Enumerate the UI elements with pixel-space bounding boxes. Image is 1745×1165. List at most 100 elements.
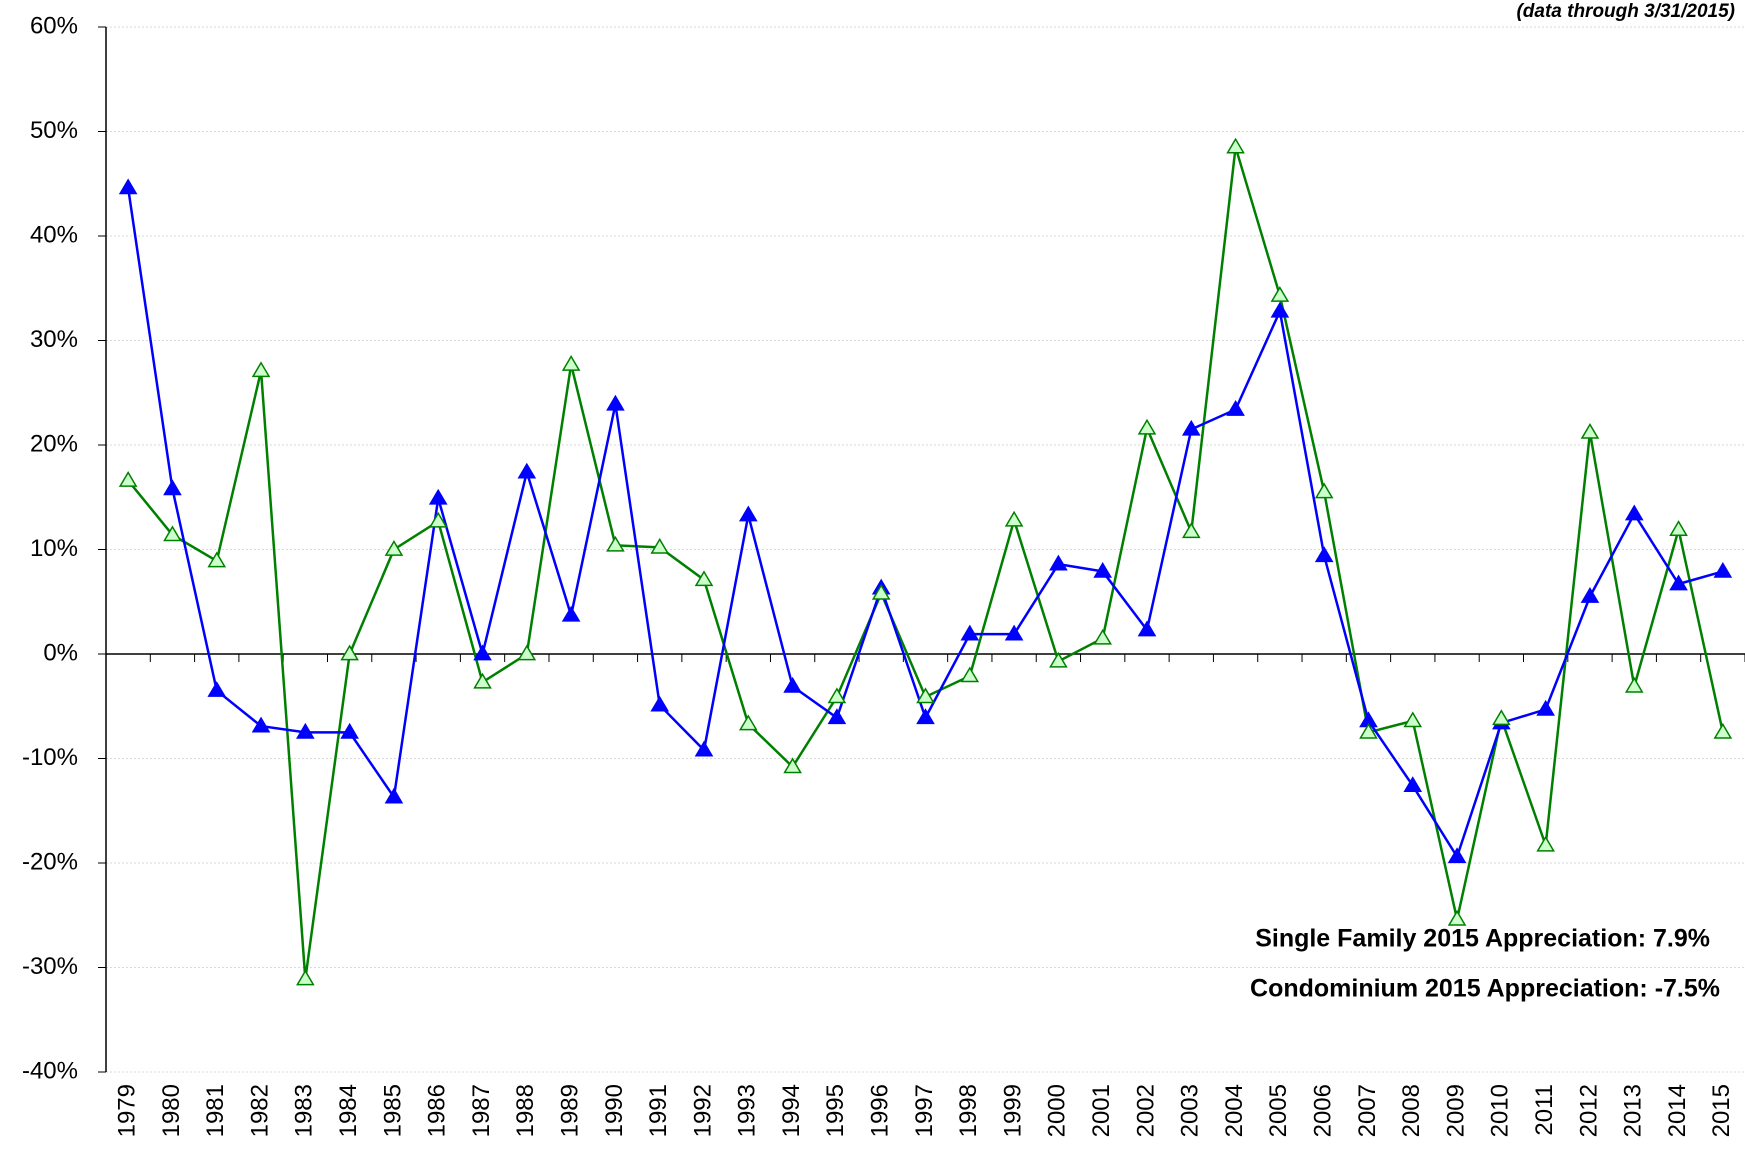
data-point — [694, 570, 714, 587]
data-point — [384, 540, 404, 556]
y-tick-label: -10% — [22, 744, 78, 771]
data-point — [1314, 482, 1334, 499]
data-point — [1093, 561, 1113, 578]
x-tick-label: 1979 — [113, 1084, 140, 1137]
x-tick-label: 1980 — [158, 1084, 185, 1137]
x-tick-label: 1985 — [379, 1084, 406, 1137]
x-tick-label: 2004 — [1221, 1084, 1248, 1137]
data-point — [1447, 847, 1467, 864]
y-tick-label: -30% — [22, 953, 78, 980]
data-point — [1580, 422, 1600, 439]
x-tick-label: 2007 — [1354, 1084, 1381, 1137]
data-point — [1314, 546, 1334, 563]
x-tick-label: 1992 — [689, 1084, 716, 1137]
data-point — [1049, 554, 1068, 571]
subtitle: (data through 3/31/2015) — [1516, 1, 1735, 22]
data-point — [1049, 651, 1068, 668]
data-point — [1624, 676, 1644, 693]
annotation: Condominium 2015 Appreciation: -7.5% — [1250, 975, 1720, 1003]
x-tick-label: 2003 — [1177, 1084, 1204, 1137]
x-tick-label: 1986 — [424, 1084, 451, 1137]
data-point — [1403, 776, 1423, 793]
data-point — [1536, 835, 1555, 852]
data-point — [606, 535, 625, 552]
data-point — [118, 471, 138, 487]
x-tick-label: 2011 — [1531, 1084, 1558, 1136]
y-tick-label: 0% — [43, 639, 78, 666]
data-point — [650, 537, 670, 554]
data-point — [296, 969, 315, 986]
x-tick-label: 1983 — [291, 1084, 318, 1137]
data-point — [1536, 699, 1555, 716]
x-tick-label: 2008 — [1398, 1084, 1425, 1137]
data-point — [738, 505, 758, 522]
data-point — [871, 583, 891, 600]
series-line — [126, 187, 1724, 860]
data-point — [163, 479, 182, 496]
data-point — [561, 355, 581, 371]
x-tick-label: 1996 — [867, 1084, 894, 1137]
data-point — [738, 714, 758, 731]
data-point — [1669, 520, 1688, 536]
x-tick-label: 2012 — [1575, 1084, 1602, 1137]
x-tick-label: 2013 — [1620, 1084, 1647, 1137]
annotation: Single Family 2015 Appreciation: 7.9% — [1255, 925, 1710, 953]
x-tick-label: 2001 — [1088, 1084, 1115, 1137]
x-tick-label: 1982 — [246, 1084, 273, 1137]
data-point — [251, 361, 271, 378]
data-point — [960, 666, 980, 683]
data-point — [1669, 574, 1688, 591]
data-point — [1624, 504, 1644, 521]
data-point — [1137, 620, 1157, 637]
x-tick-label: 1993 — [734, 1084, 761, 1137]
x-tick-label: 2002 — [1132, 1084, 1159, 1137]
data-point — [251, 716, 271, 733]
series-line — [127, 146, 1725, 980]
data-point — [650, 695, 670, 712]
data-point — [916, 687, 935, 704]
x-tick-label: 1989 — [556, 1084, 583, 1137]
data-point — [827, 687, 847, 704]
data-point — [296, 722, 315, 739]
data-point — [473, 672, 492, 689]
data-point — [1713, 561, 1733, 578]
data-point — [340, 644, 359, 661]
data-point — [1447, 909, 1467, 926]
data-point — [694, 740, 714, 757]
y-tick-label: 30% — [30, 326, 78, 353]
data-point — [1093, 628, 1113, 645]
x-tick-label: 1987 — [468, 1084, 495, 1137]
data-point — [340, 722, 359, 739]
data-point — [1137, 418, 1157, 435]
data-point — [517, 644, 537, 661]
y-tick-label: 20% — [30, 430, 78, 457]
data-point — [783, 757, 802, 774]
y-tick-label: -20% — [22, 848, 78, 875]
data-point — [1181, 522, 1201, 539]
data-point — [1713, 722, 1733, 739]
y-tick-label: 50% — [30, 117, 78, 144]
data-point — [1226, 399, 1245, 416]
data-point — [473, 644, 492, 661]
data-point — [827, 708, 847, 725]
data-point — [1492, 709, 1511, 726]
y-tick-label: 40% — [30, 221, 78, 248]
x-tick-label: 1997 — [911, 1084, 938, 1137]
data-point — [1403, 711, 1423, 728]
x-tick-label: 1988 — [512, 1084, 539, 1137]
x-tick-label: 1995 — [822, 1084, 849, 1137]
data-point — [207, 681, 227, 697]
data-point — [1580, 587, 1600, 603]
data-point — [1004, 624, 1024, 641]
data-point — [1181, 419, 1201, 436]
data-point — [1270, 286, 1290, 302]
data-point — [606, 394, 625, 411]
x-tick-label: 2005 — [1265, 1084, 1292, 1137]
x-tick-label: 2006 — [1310, 1084, 1337, 1137]
data-point — [1226, 137, 1245, 154]
x-tick-label: 1994 — [778, 1084, 805, 1137]
x-tick-label: 1991 — [645, 1084, 672, 1137]
y-tick-label: -40% — [22, 1057, 78, 1084]
data-point — [783, 676, 802, 693]
y-tick-label: 10% — [30, 535, 78, 562]
